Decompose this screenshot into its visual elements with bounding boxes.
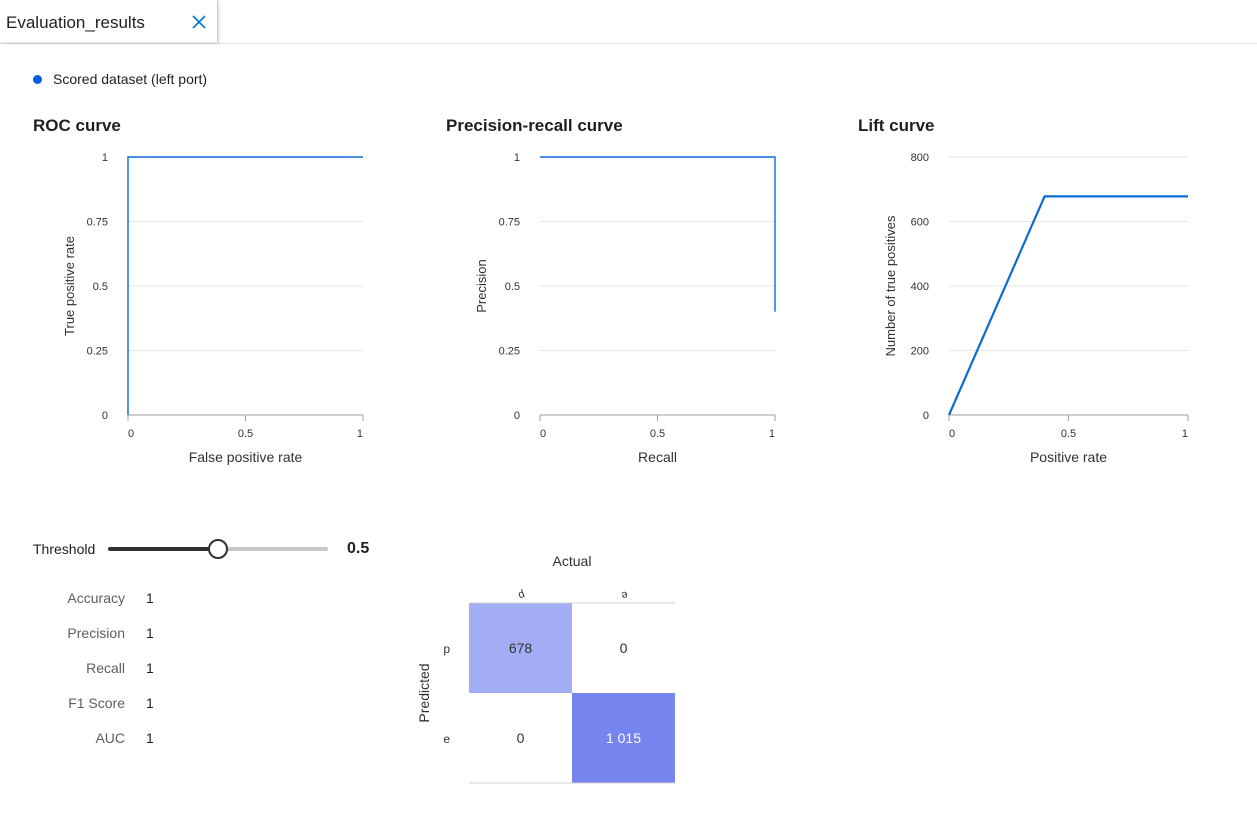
y-tick-label: 200 (911, 346, 929, 358)
lift-chart: 0 200 400 600 800 0 0.5 1 Positive rate Number of… (883, 152, 1189, 465)
confusion-matrix: Actual Predicted p e p e 678 0 0 1 015 (416, 553, 675, 784)
y-tick-label: 0.5 (93, 281, 108, 293)
y-tick-label: 0.25 (499, 346, 520, 358)
roc-chart-title: ROC curve (33, 116, 121, 135)
y-axis-label: True positive rate (62, 236, 77, 336)
x-tick-label: 0 (540, 428, 546, 440)
y-tick-label: 1 (514, 152, 520, 164)
tab-bar: Evaluation_results (0, 0, 1257, 44)
threshold-label: Threshold (33, 541, 96, 557)
predicted-axis-label: Predicted (416, 663, 432, 722)
x-axis-label: Positive rate (1030, 449, 1107, 465)
actual-axis-label: Actual (553, 553, 592, 569)
x-tick-label: 0 (949, 428, 955, 440)
legend-dot-icon (33, 74, 42, 84)
metric-accuracy: Accuracy 1 (0, 590, 200, 610)
y-axis-label: Number of true positives (883, 215, 898, 356)
slider-thumb[interactable] (208, 539, 228, 559)
y-tick-label: 600 (911, 217, 929, 229)
x-tick-label: 1 (769, 428, 775, 440)
x-axis-label: False positive rate (189, 449, 303, 465)
close-icon[interactable] (192, 15, 206, 29)
tab-title: Evaluation_results (6, 13, 145, 32)
metric-value: 1 (146, 730, 154, 746)
y-axis-label: Precision (474, 259, 489, 312)
metric-label: Accuracy (67, 590, 125, 606)
x-axis-label: Recall (638, 449, 677, 465)
x-tick-label: 1 (357, 428, 363, 440)
lift-chart-title: Lift curve (858, 116, 935, 135)
matrix-cell-value: 0 (620, 640, 628, 656)
y-tick-label: 0.25 (87, 346, 108, 358)
y-tick-label: 0.75 (87, 217, 108, 229)
x-tick-label: 0.5 (650, 428, 665, 440)
y-tick-label: 0.5 (505, 281, 520, 293)
metric-precision: Precision 1 (0, 625, 200, 645)
metric-value: 1 (146, 590, 154, 606)
slider-fill (108, 547, 218, 551)
roc-chart: 0 0.25 0.5 0.75 1 0 0.5 1 False positive rate Tru… (62, 152, 364, 465)
row-label: e (443, 732, 450, 746)
matrix-cell (469, 603, 572, 693)
series-line (127, 156, 363, 415)
x-tick-label: 0 (128, 428, 134, 440)
threshold-value: 0.5 (347, 540, 370, 557)
tab-evaluation-results[interactable]: Evaluation_results (0, 0, 218, 42)
metric-recall: Recall 1 (0, 660, 200, 680)
metric-label: Recall (86, 660, 125, 676)
col-label: e (620, 588, 630, 601)
matrix-cell-value: 0 (517, 730, 525, 746)
y-tick-label: 400 (911, 281, 929, 293)
metric-auc: AUC 1 (0, 730, 200, 750)
pr-chart: 0 0.25 0.5 0.75 1 0 0.5 1 Recall Precision (474, 152, 776, 465)
matrix-cell (572, 693, 675, 783)
series-line (540, 156, 776, 312)
metric-label: AUC (95, 730, 125, 746)
matrix-cell-value: 678 (509, 640, 533, 656)
series-line (947, 195, 1188, 416)
metric-f1-score: F1 Score 1 (0, 695, 200, 715)
metric-label: F1 Score (68, 695, 125, 711)
y-tick-label: 0 (514, 410, 520, 422)
metric-value: 1 (146, 695, 154, 711)
metric-value: 1 (146, 625, 154, 641)
y-tick-label: 1 (102, 152, 108, 164)
metric-label: Precision (67, 625, 125, 641)
y-tick-label: 0.75 (499, 217, 520, 229)
x-tick-label: 1 (1182, 428, 1188, 440)
x-tick-label: 0.5 (1061, 428, 1076, 440)
y-tick-label: 800 (911, 152, 929, 164)
col-label: p (517, 588, 527, 601)
y-tick-label: 0 (923, 410, 929, 422)
legend: Scored dataset (left port) (33, 71, 207, 87)
y-tick-label: 0 (102, 410, 108, 422)
pr-chart-title: Precision-recall curve (446, 116, 623, 135)
legend-label: Scored dataset (left port) (53, 71, 208, 87)
threshold-slider[interactable] (108, 538, 330, 560)
row-label: p (443, 642, 450, 656)
matrix-cell-value: 1 015 (606, 730, 641, 746)
metric-value: 1 (146, 660, 154, 676)
x-tick-label: 0.5 (238, 428, 253, 440)
